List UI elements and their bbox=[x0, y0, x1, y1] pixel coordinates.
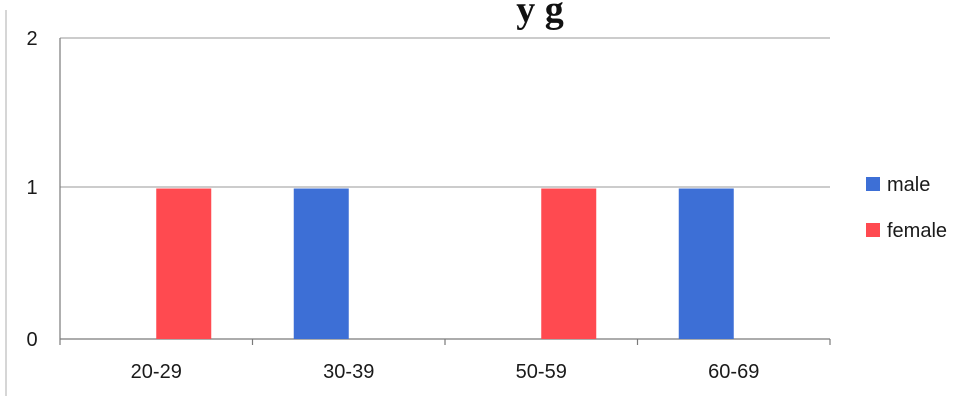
y-tick-label-2: 2 bbox=[26, 28, 37, 50]
x-axis-ticks bbox=[59, 339, 831, 345]
y-tick-label-1: 1 bbox=[26, 177, 37, 199]
bar-male-30-39 bbox=[293, 188, 349, 339]
x-tick-label: 30-39 bbox=[323, 361, 374, 383]
bars bbox=[156, 188, 734, 339]
legend-swatch-female bbox=[866, 223, 880, 237]
legend-label-female: female bbox=[887, 220, 947, 242]
bar-male-60-69 bbox=[678, 188, 734, 339]
legend-swatch-male bbox=[866, 177, 880, 191]
y-tick-label-0: 0 bbox=[26, 329, 37, 351]
x-tick-label: 50-59 bbox=[516, 361, 567, 383]
legend-label-male: male bbox=[887, 174, 930, 196]
legend: male female bbox=[866, 174, 947, 242]
x-axis-labels: 20-29 30-39 50-59 60-69 bbox=[131, 361, 760, 383]
x-tick-label: 20-29 bbox=[131, 361, 182, 383]
bar-female-20-29 bbox=[156, 188, 212, 339]
bar-female-50-59 bbox=[541, 188, 597, 339]
x-tick-label: 60-69 bbox=[708, 361, 759, 383]
chart-title: y g bbox=[516, 0, 564, 31]
